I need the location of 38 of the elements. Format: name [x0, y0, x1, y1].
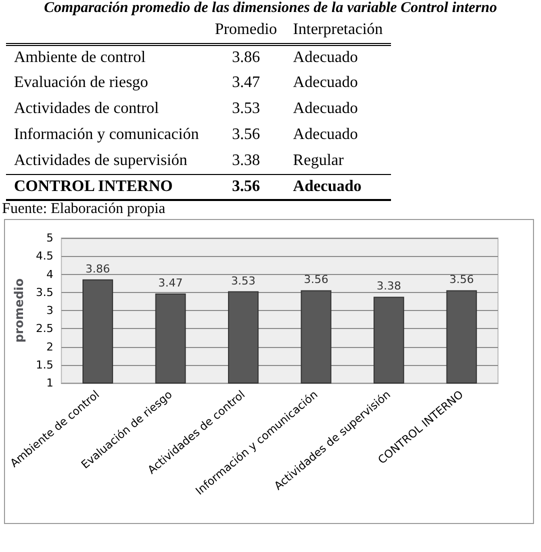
text: Adecuado — [292, 125, 359, 145]
text: Adecuado — [292, 176, 362, 197]
chart-title: Comparación promedio de las dimensiones de la variable Control interno — [43, 0, 498, 18]
text: Regular — [292, 150, 345, 171]
text: Adecuado — [292, 73, 359, 93]
data-label: 3.38 — [376, 280, 402, 293]
category-label: Actividades de supervisión — [14, 152, 188, 169]
text: 3.86 — [230, 48, 261, 68]
text: Promedio — [214, 20, 278, 40]
text: 3.38 — [230, 150, 261, 171]
y-tick-label: 3.5 — [36, 286, 54, 299]
y-axis-title: promedio — [12, 278, 26, 343]
y-tick-label: 3 — [46, 304, 54, 317]
data-label: 3.53 — [231, 274, 256, 288]
text: Adecuado — [292, 48, 359, 68]
category-label: CONTROL INTERNO — [14, 178, 173, 195]
y-tick-label: 2.5 — [36, 322, 54, 336]
y-tick-label: 4.5 — [36, 250, 54, 263]
y-tick-label: 4 — [46, 268, 54, 281]
text: Adecuado — [292, 99, 359, 119]
data-label: 3.56 — [304, 273, 328, 286]
data-label: 3.86 — [86, 262, 110, 276]
category-label: Evaluación de riesgo — [14, 74, 148, 91]
y-tick-label: 1.5 — [36, 358, 54, 372]
text: Interpretación — [292, 20, 384, 40]
text: 3.47 — [230, 73, 261, 93]
y-tick-label: 1 — [46, 376, 54, 390]
text: 3.56 — [230, 176, 261, 197]
y-tick-label: 2 — [46, 340, 54, 354]
category-label: Información y comunicación — [14, 126, 199, 143]
text: 3.56 — [230, 125, 261, 145]
category-label: Actividades de control — [14, 100, 159, 117]
data-label: 3.56 — [449, 273, 474, 286]
text: 3.53 — [230, 99, 261, 119]
y-tick-label: 5 — [46, 232, 54, 244]
source-note: Fuente: Elaboración propia — [2, 201, 166, 219]
category-label: Ambiente de control — [14, 48, 146, 66]
data-label: 3.47 — [158, 276, 183, 290]
